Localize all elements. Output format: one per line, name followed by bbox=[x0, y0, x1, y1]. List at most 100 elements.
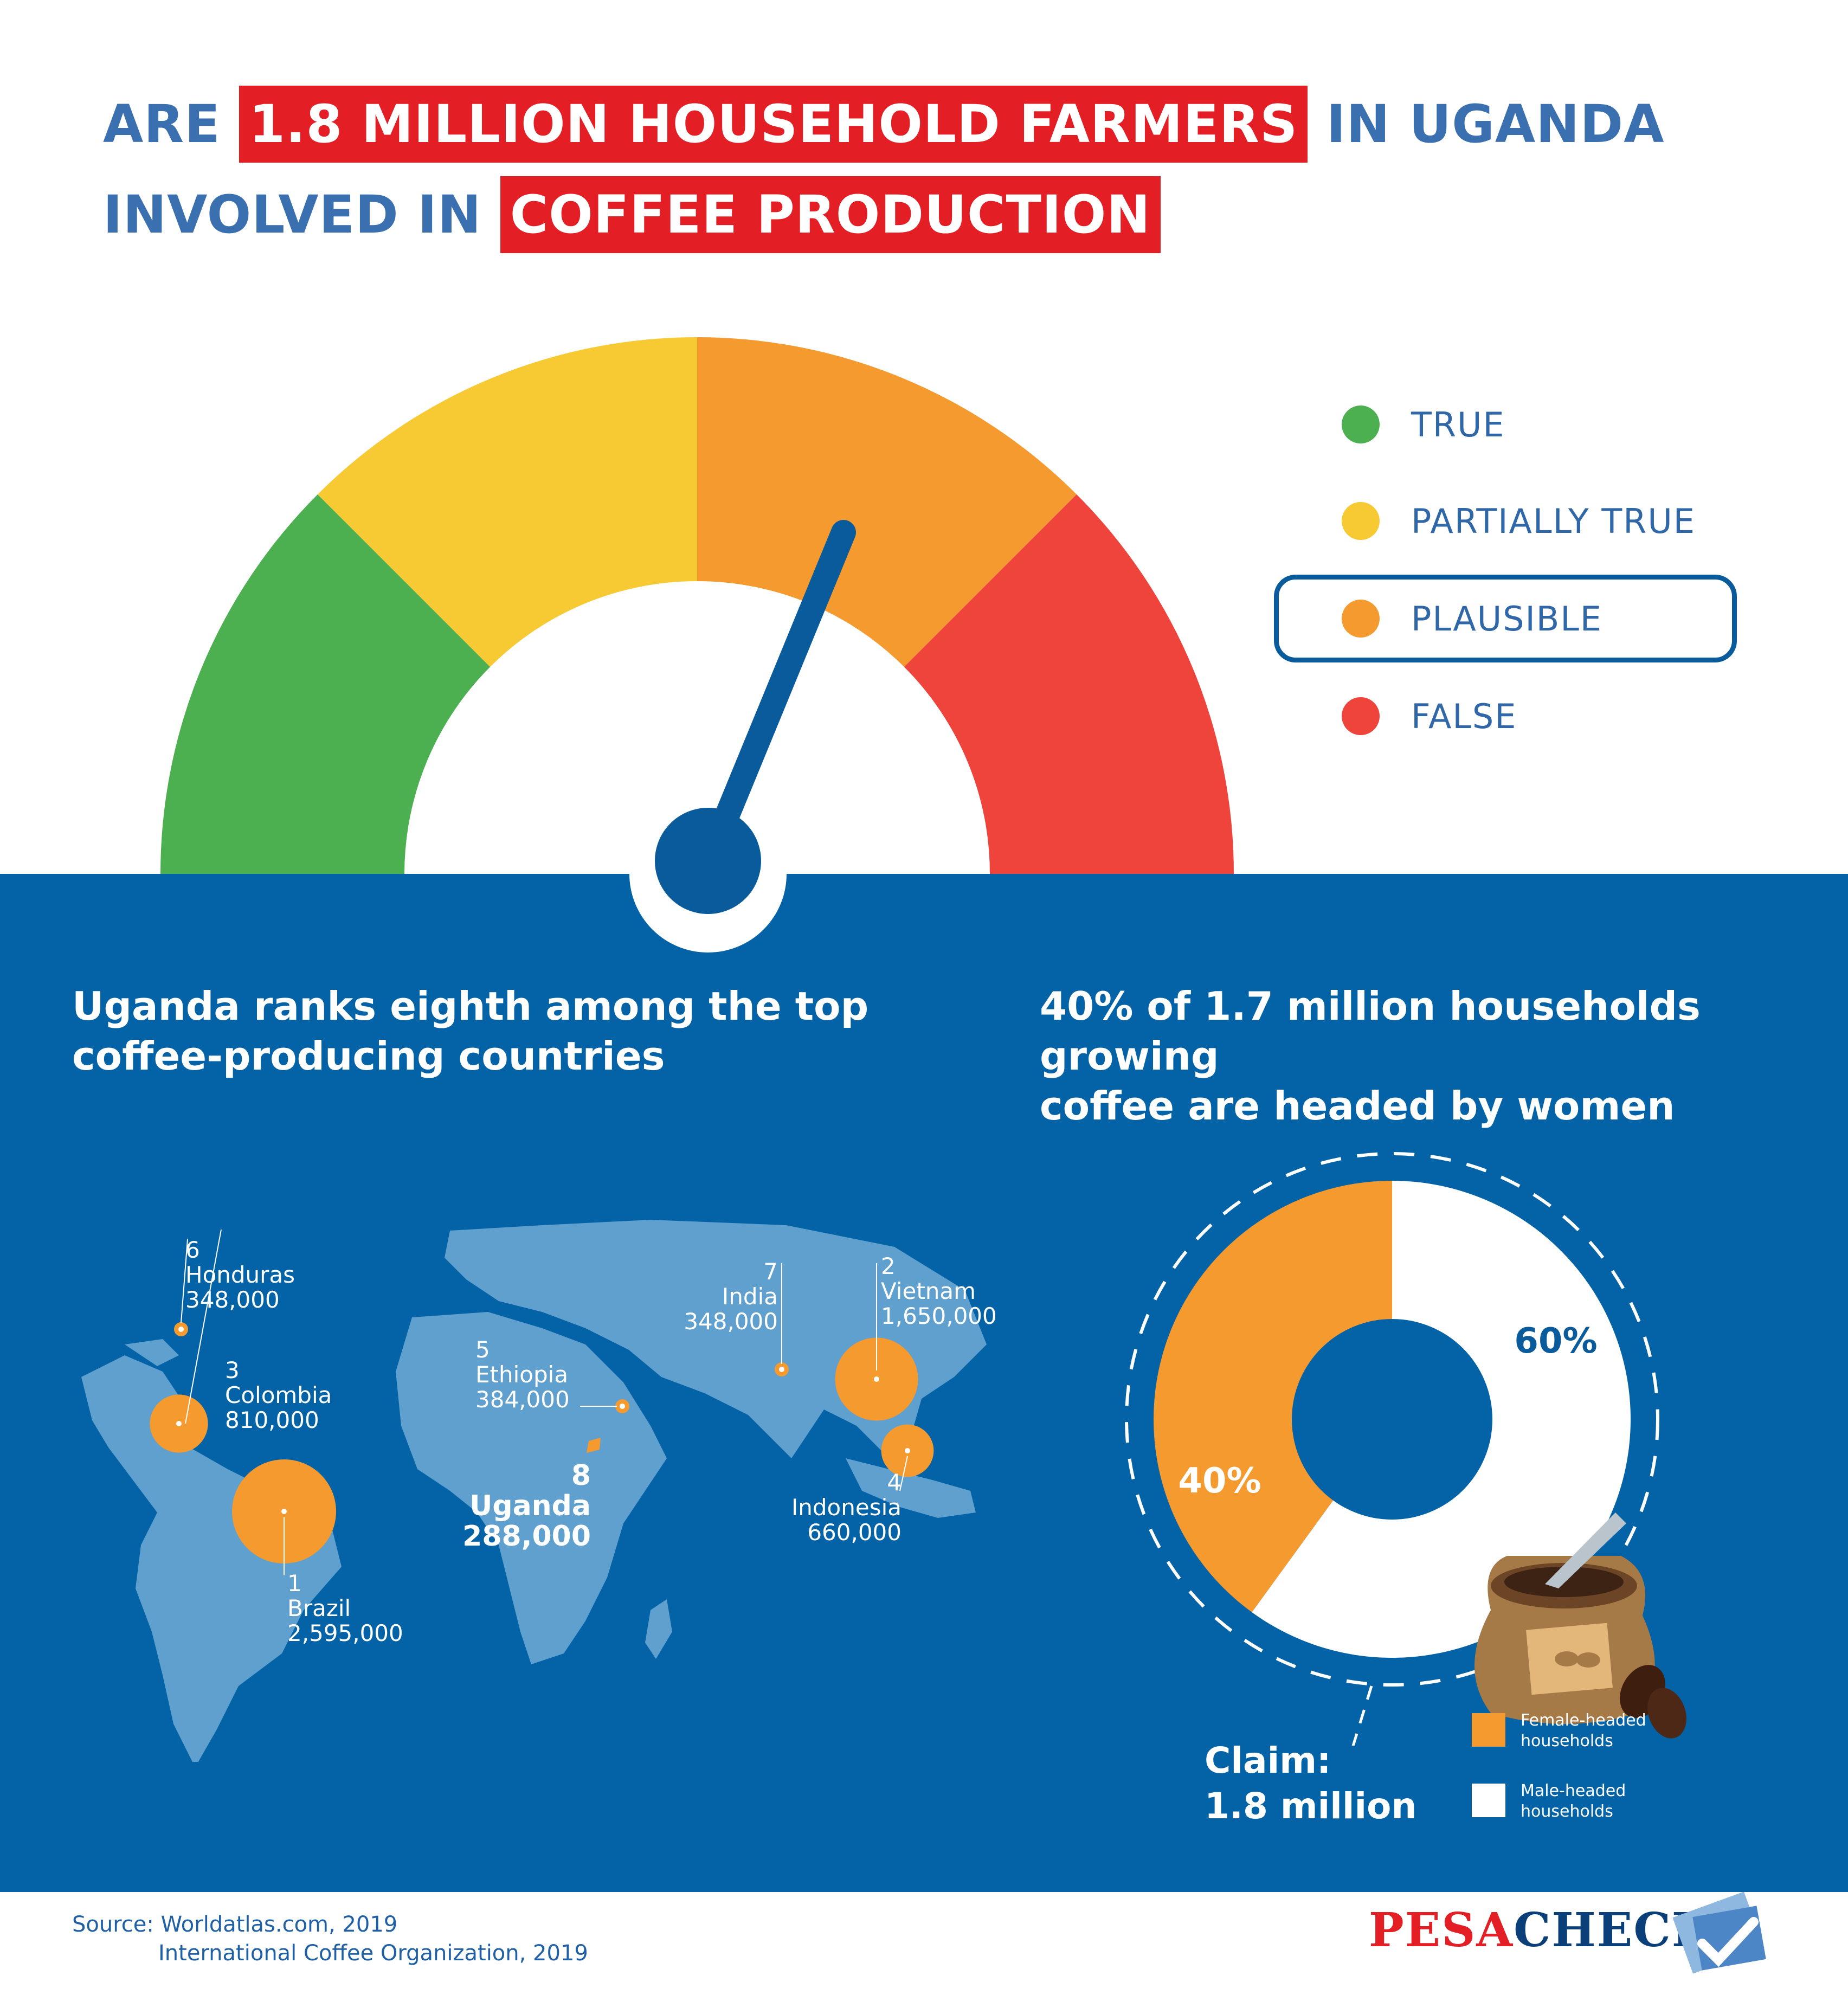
map-subtitle: Uganda ranks eighth among the top coffee… bbox=[72, 981, 868, 1081]
donut-label-female: 40% bbox=[1178, 1461, 1261, 1501]
claim-text: Claim: 1.8 million bbox=[1205, 1738, 1417, 1829]
check-badge-icon bbox=[1672, 1892, 1766, 1974]
donut-subtitle-line: 40% of 1.7 million households growing bbox=[1040, 983, 1701, 1079]
gauge-segment-plausible bbox=[697, 337, 1077, 667]
male-swatch bbox=[1472, 1784, 1505, 1817]
headline-text: IN UGANDA bbox=[1326, 94, 1665, 155]
value-label: 810,000 bbox=[225, 1407, 319, 1433]
label-ethiopia: 5 Ethiopia 384,000 bbox=[475, 1337, 570, 1412]
americas-shape bbox=[81, 1355, 342, 1762]
legend-item-false: FALSE bbox=[1342, 684, 1517, 749]
label-uganda: 8 Uganda 288,000 bbox=[453, 1460, 591, 1552]
bubble-center-colombia bbox=[176, 1421, 182, 1426]
female-legend-label: Female-headed households bbox=[1521, 1711, 1646, 1751]
source-line-2: International Coffee Organization, 2019 bbox=[158, 1941, 588, 1966]
value-label: 384,000 bbox=[475, 1386, 570, 1413]
country-label: Honduras bbox=[185, 1262, 295, 1288]
yellow-dot-icon bbox=[1342, 502, 1380, 540]
bubble-center-honduras bbox=[178, 1327, 184, 1332]
value-label: 288,000 bbox=[462, 1520, 591, 1553]
headline-line-1: ARE 1.8 MILLION HOUSEHOLD FARMERS IN UGA… bbox=[103, 86, 1664, 163]
legend-label: PARTIALLY TRUE bbox=[1411, 501, 1696, 541]
male-legend-label: Male-headed households bbox=[1521, 1781, 1626, 1821]
headline-line-2: INVOLVED IN COFFEE PRODUCTION bbox=[103, 176, 1161, 253]
rank-label: 2 bbox=[881, 1253, 896, 1279]
gauge-segment-true bbox=[160, 494, 491, 874]
dashed-ring bbox=[1125, 1152, 1659, 1687]
bubble-uganda bbox=[587, 1438, 601, 1453]
value-label: 348,000 bbox=[185, 1286, 280, 1313]
claim-connector bbox=[1351, 1685, 1373, 1746]
gauge-hub bbox=[655, 808, 761, 914]
rank-label: 3 bbox=[225, 1357, 240, 1383]
headline-text: INVOLVED IN bbox=[103, 184, 482, 245]
map-subtitle-line: Uganda ranks eighth among the top bbox=[72, 983, 869, 1029]
madagascar-shape bbox=[645, 1599, 672, 1659]
claim-value: 1.8 million bbox=[1205, 1785, 1417, 1827]
household-donut-chart: 40% 60% bbox=[1125, 1152, 1686, 1746]
legend-item-partially-true: PARTIALLY TRUE bbox=[1342, 488, 1696, 554]
value-label: 660,000 bbox=[807, 1519, 902, 1546]
label-honduras: 6 Honduras 348,000 bbox=[185, 1238, 295, 1312]
leader-line-honduras bbox=[181, 1239, 188, 1323]
country-label: India bbox=[722, 1283, 778, 1310]
rank-label: 4 bbox=[887, 1469, 902, 1496]
indonesia-shape bbox=[846, 1458, 976, 1518]
bubble-center-india bbox=[779, 1367, 784, 1372]
green-dot-icon bbox=[1342, 406, 1380, 443]
bubble-center-ethiopia bbox=[620, 1404, 625, 1409]
gauge-segment-false bbox=[904, 494, 1234, 874]
leader-line-indonesia bbox=[899, 1456, 908, 1491]
bubble-center-brazil bbox=[281, 1509, 287, 1514]
rank-label: 8 bbox=[571, 1459, 591, 1492]
legend-label: TRUE bbox=[1411, 404, 1505, 445]
headline-highlight: 1.8 MILLION HOUSEHOLD FARMERS bbox=[239, 86, 1308, 163]
bubble-center-vietnam bbox=[874, 1376, 879, 1382]
country-label: Ethiopia bbox=[475, 1361, 569, 1388]
headline-highlight: COFFEE PRODUCTION bbox=[500, 176, 1161, 253]
orange-dot-icon bbox=[1342, 600, 1380, 638]
bubble-center-indonesia bbox=[905, 1448, 910, 1453]
africa-shape bbox=[396, 1312, 667, 1664]
legend-item-true: TRUE bbox=[1342, 392, 1505, 457]
label-indonesia: 4 Indonesia 660,000 bbox=[783, 1470, 902, 1545]
donut-subtitle-line: coffee are headed by women bbox=[1040, 1083, 1675, 1129]
country-label: Colombia bbox=[225, 1382, 332, 1408]
donut-hole bbox=[1292, 1319, 1492, 1520]
red-dot-icon bbox=[1342, 697, 1380, 735]
rank-label: 7 bbox=[763, 1258, 778, 1285]
country-label: Indonesia bbox=[791, 1494, 902, 1521]
source-line-1: Source: Worldatlas.com, 2019 bbox=[72, 1912, 398, 1937]
verdict-gauge bbox=[160, 337, 1234, 953]
donut-subtitle: 40% of 1.7 million households growing co… bbox=[1040, 981, 1848, 1131]
legend-item-plausible: PLAUSIBLE bbox=[1342, 586, 1602, 651]
value-label: 1,650,000 bbox=[881, 1303, 997, 1329]
logo-text: PESA bbox=[1369, 1903, 1514, 1958]
legend-label: PLAUSIBLE bbox=[1411, 598, 1603, 639]
legend-label: FALSE bbox=[1411, 696, 1517, 736]
leader-line-colombia bbox=[185, 1229, 222, 1424]
pesacheck-logo: PESACHECK bbox=[1369, 1903, 1714, 1958]
label-brazil: 1 Brazil 2,595,000 bbox=[287, 1571, 403, 1646]
gauge-needle bbox=[696, 520, 856, 874]
gauge-segment-partially-true bbox=[317, 337, 697, 667]
headline-text: ARE bbox=[103, 94, 221, 155]
rank-label: 5 bbox=[475, 1336, 490, 1363]
country-label: Brazil bbox=[287, 1595, 351, 1621]
rank-label: 1 bbox=[287, 1570, 302, 1597]
label-india: 7 India 348,000 bbox=[669, 1259, 778, 1334]
map-subtitle-line: coffee-producing countries bbox=[72, 1033, 665, 1079]
label-colombia: 3 Colombia 810,000 bbox=[225, 1358, 332, 1433]
country-label: Uganda bbox=[469, 1490, 591, 1522]
label-vietnam: 2 Vietnam 1,650,000 bbox=[881, 1254, 997, 1329]
rank-label: 6 bbox=[185, 1237, 200, 1263]
coffee-sack-icon bbox=[1474, 1513, 1686, 1739]
claim-label: Claim: bbox=[1205, 1740, 1331, 1781]
country-label: Vietnam bbox=[881, 1278, 976, 1304]
donut-slice-female bbox=[1154, 1181, 1392, 1612]
world-map bbox=[81, 1220, 987, 1762]
value-label: 2,595,000 bbox=[287, 1620, 403, 1646]
donut-label-male: 60% bbox=[1514, 1321, 1597, 1361]
female-swatch bbox=[1472, 1713, 1505, 1747]
selected-verdict-box bbox=[1274, 575, 1737, 662]
